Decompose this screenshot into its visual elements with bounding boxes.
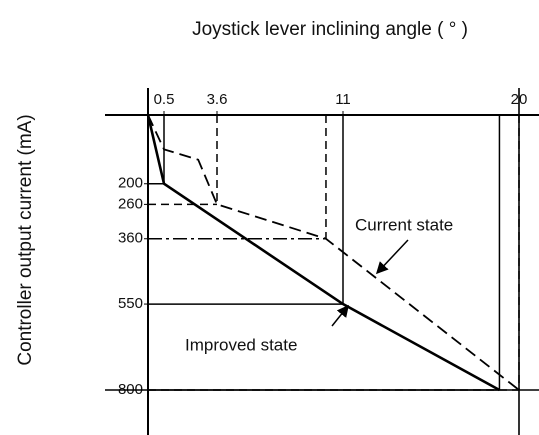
y-tick-label: 260 [118, 195, 143, 212]
x-tick-label: 11 [335, 91, 351, 108]
y-tick-label: 550 [118, 295, 143, 312]
x-tick-label: 3.6 [207, 91, 228, 108]
y-axis-title: Controller output current (mA) [15, 114, 36, 365]
series-line [147, 114, 520, 391]
y-tick-label: 360 [118, 230, 143, 247]
x-tick-label: 0.5 [154, 91, 175, 108]
x-axis-title: Joystick lever inclining angle ( ° ) [192, 19, 468, 40]
arrow [331, 304, 349, 327]
series-line [146, 114, 501, 392]
y-tick-label: 200 [118, 175, 143, 192]
arrow [375, 239, 409, 275]
annotation: Current state [355, 215, 453, 234]
annotation: Improved state [185, 335, 297, 354]
